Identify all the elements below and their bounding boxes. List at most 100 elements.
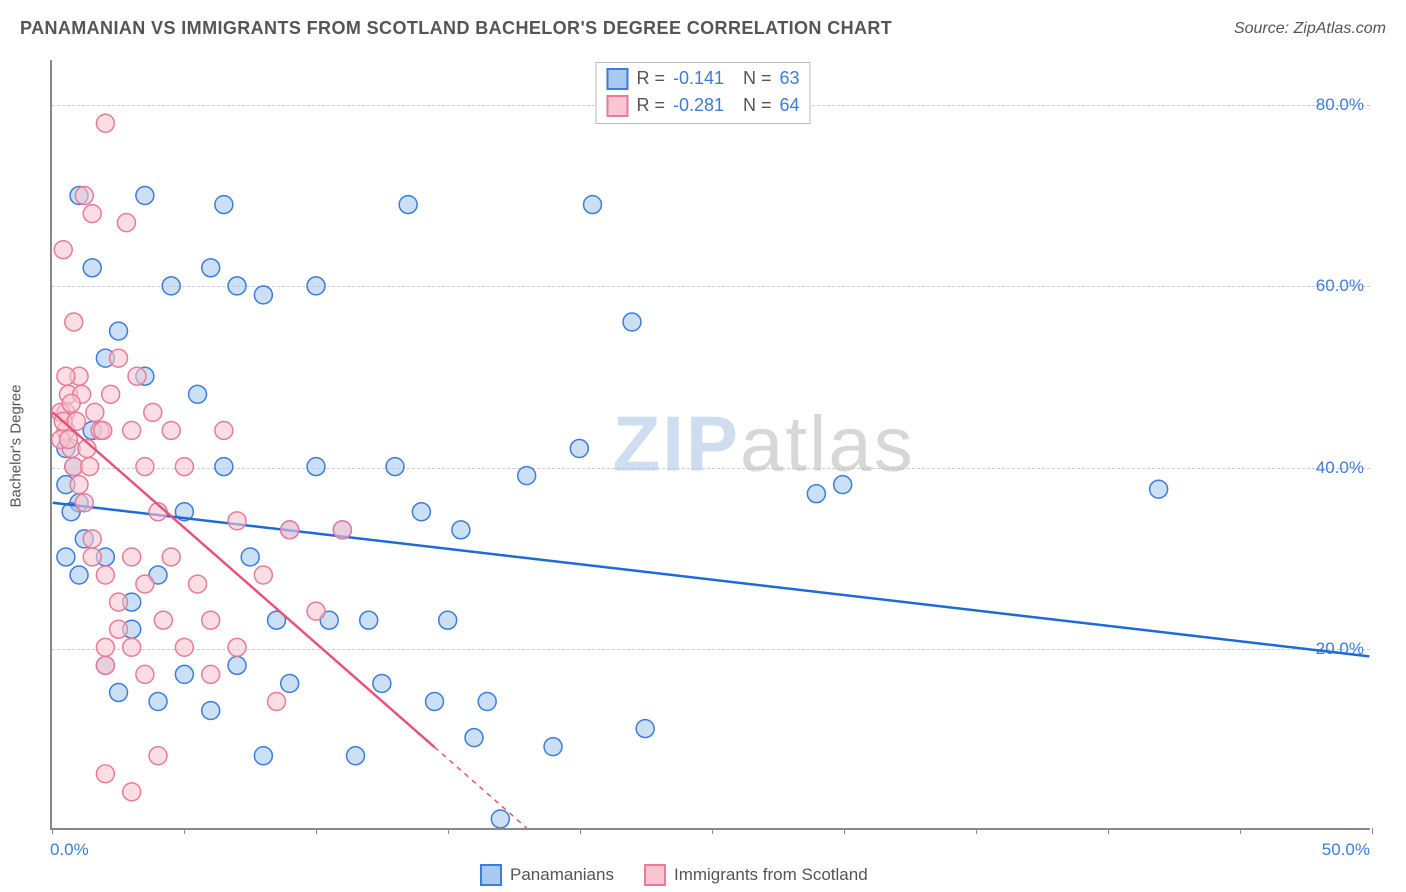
scotland-point (136, 575, 154, 593)
scotland-point (117, 214, 135, 232)
scotland-point (149, 747, 167, 765)
x-tick (52, 828, 53, 834)
panamanians-point (175, 665, 193, 683)
scotland-point (128, 367, 146, 385)
scotland-point (86, 403, 104, 421)
scotland-point (202, 611, 220, 629)
panamanians-point (478, 693, 496, 711)
panamanians-regression-line (53, 503, 1370, 657)
scotland-point (65, 313, 83, 331)
x-tick (316, 828, 317, 834)
panamanians-point (399, 196, 417, 214)
scotland-point (162, 421, 180, 439)
panamanians-point (834, 476, 852, 494)
panamanians-point (1150, 480, 1168, 498)
scotland-point (96, 566, 114, 584)
scotland-point (96, 114, 114, 132)
panamanians-point (215, 458, 233, 476)
scotland-regression-line-extrapolated (435, 747, 527, 828)
series-legend: Panamanians Immigrants from Scotland (480, 864, 868, 886)
panamanians-point (228, 656, 246, 674)
scotland-point (215, 421, 233, 439)
legend-label: Panamanians (510, 865, 614, 885)
panamanians-point (373, 674, 391, 692)
scotland-point (110, 349, 128, 367)
scotland-point (123, 638, 141, 656)
scotland-point (96, 638, 114, 656)
x-tick (448, 828, 449, 834)
scotland-point (333, 521, 351, 539)
panamanians-point (189, 385, 207, 403)
r-value: -0.141 (673, 65, 735, 92)
panamanians-point (347, 747, 365, 765)
scotland-point (202, 665, 220, 683)
scotland-point (96, 656, 114, 674)
scatter-plot-area: ZIPatlas 20.0%40.0%60.0%80.0% (50, 60, 1370, 830)
scotland-point (254, 566, 272, 584)
panamanians-point (584, 196, 602, 214)
panamanians-point (83, 259, 101, 277)
r-label: R = (636, 65, 665, 92)
n-label: N = (743, 92, 772, 119)
panamanians-point (360, 611, 378, 629)
scotland-point (154, 611, 172, 629)
panamanians-point (241, 548, 259, 566)
scotland-point (94, 421, 112, 439)
panamanians-point (426, 693, 444, 711)
scotland-point (83, 205, 101, 223)
panamanians-point (149, 693, 167, 711)
r-label: R = (636, 92, 665, 119)
scotland-point (175, 458, 193, 476)
scotland-point (83, 530, 101, 548)
panamanians-point (136, 187, 154, 205)
scotland-point (102, 385, 120, 403)
panamanians-point (307, 458, 325, 476)
panamanians-point (636, 720, 654, 738)
scotland-point (136, 665, 154, 683)
source-attribution: Source: ZipAtlas.com (1234, 20, 1386, 38)
panamanians-point (57, 548, 75, 566)
panamanians-point (412, 503, 430, 521)
scotland-point (75, 187, 93, 205)
panamanians-point (110, 683, 128, 701)
scotland-point (281, 521, 299, 539)
correlation-legend: R =-0.141N =63R =-0.281N =64 (595, 62, 810, 124)
panamanians-point (70, 566, 88, 584)
scotland-point (144, 403, 162, 421)
panamanians-point (254, 747, 272, 765)
scotland-point (75, 494, 93, 512)
scotland-point (228, 512, 246, 530)
scotland-point (57, 367, 75, 385)
scotland-point (123, 421, 141, 439)
panamanians-point (215, 196, 233, 214)
scotland-point (228, 638, 246, 656)
r-value: -0.281 (673, 92, 735, 119)
panamanians-point (807, 485, 825, 503)
panamanians-point (623, 313, 641, 331)
x-tick (1372, 828, 1373, 834)
scotland-point (96, 765, 114, 783)
legend-swatch (480, 864, 502, 886)
x-tick (1108, 828, 1109, 834)
scotland-point (110, 593, 128, 611)
scotland-point (62, 394, 80, 412)
x-tick-label: 0.0% (50, 840, 89, 860)
panamanians-point (162, 277, 180, 295)
panamanians-point (202, 702, 220, 720)
panamanians-point (202, 259, 220, 277)
x-tick-label: 50.0% (1322, 840, 1370, 860)
scotland-point (268, 693, 286, 711)
panamanians-point (544, 738, 562, 756)
panamanians-point (491, 810, 509, 828)
n-label: N = (743, 65, 772, 92)
legend-row-scotland: R =-0.281N =64 (606, 92, 799, 119)
chart-title: PANAMANIAN VS IMMIGRANTS FROM SCOTLAND B… (20, 18, 892, 39)
panamanians-point (452, 521, 470, 539)
legend-label: Immigrants from Scotland (674, 865, 868, 885)
panamanians-point (439, 611, 457, 629)
x-tick (712, 828, 713, 834)
x-tick (580, 828, 581, 834)
scotland-point (81, 458, 99, 476)
panamanians-point (307, 277, 325, 295)
x-tick (844, 828, 845, 834)
